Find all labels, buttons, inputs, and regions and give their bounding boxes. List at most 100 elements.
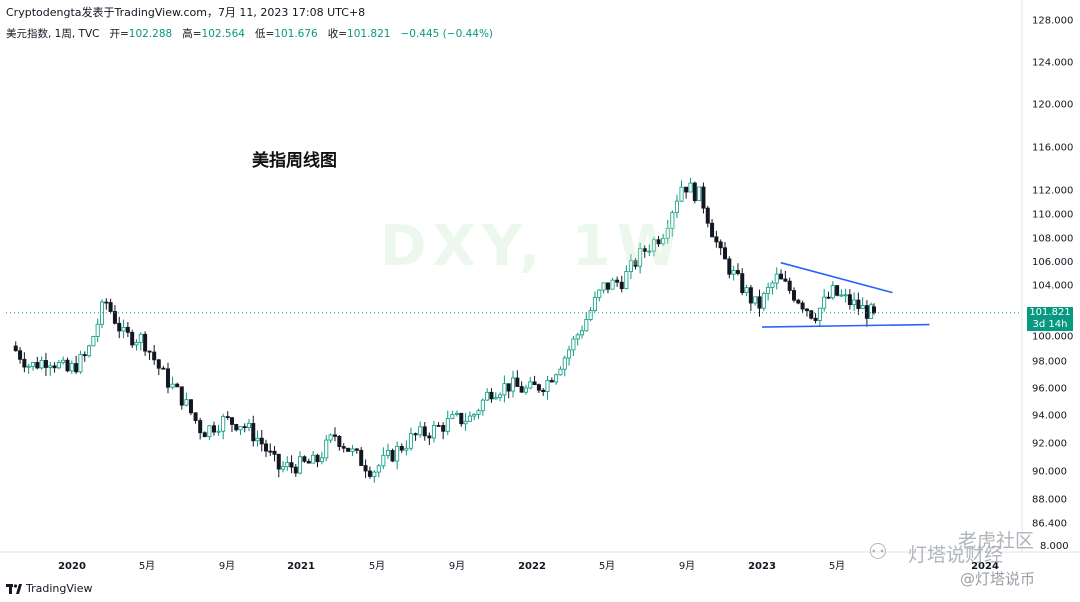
- candle-body: [65, 359, 70, 372]
- time-tick-label: 5月: [139, 560, 155, 572]
- candle-body: [757, 296, 762, 309]
- candle-body: [359, 449, 364, 466]
- candle-body: [480, 399, 485, 412]
- candle-body: [337, 435, 342, 447]
- candle-body: [179, 386, 184, 406]
- time-tick-label: 2024: [971, 561, 999, 572]
- candle-body: [298, 456, 303, 474]
- candle-body: [615, 279, 620, 283]
- candle-body: [207, 425, 212, 438]
- candle-body: [436, 425, 441, 427]
- price-tick-label: 8.000: [1040, 541, 1069, 552]
- candle-body: [796, 299, 801, 304]
- candle-body: [791, 290, 796, 301]
- time-axis[interactable]: 2020 5月 9月 2021 5月 9月 2022 5月 9月 2023 5月 2024: [58, 560, 999, 572]
- candle-body: [580, 330, 585, 336]
- price-axis[interactable]: 86.400 88.000 90.000 92.000 94.000 96.000 98.0…: [1032, 16, 1073, 553]
- wechat-icon: ⚇: [868, 540, 888, 565]
- price-tick-label: 88.000: [1032, 495, 1067, 506]
- candle-body: [22, 358, 27, 368]
- candle-body: [108, 302, 113, 312]
- candle-body: [779, 273, 784, 280]
- candle-body: [817, 307, 822, 321]
- candle-body: [431, 425, 436, 439]
- candle-body: [74, 363, 79, 373]
- candle-body: [692, 182, 697, 202]
- candle-body: [268, 450, 273, 453]
- candle-body: [193, 412, 198, 421]
- time-tick-label: 9月: [449, 560, 465, 572]
- candle-body: [350, 448, 355, 452]
- high-label: 高=: [182, 28, 202, 40]
- price-tick-label: 124.000: [1032, 58, 1073, 69]
- candle-body: [744, 287, 749, 294]
- candle-body: [216, 430, 221, 433]
- candle-body: [399, 446, 404, 451]
- candle-body: [184, 399, 189, 406]
- candle-body: [705, 207, 710, 224]
- candle-body: [87, 345, 92, 357]
- candle-body: [748, 287, 753, 304]
- candle-body: [82, 354, 87, 357]
- ohlc-legend: 美元指数, 1周, TVC 开=102.288 高=102.564 低=101.…: [6, 26, 493, 41]
- tradingview-logo[interactable]: TradingView: [6, 582, 92, 595]
- candle-body: [554, 374, 559, 383]
- candle-body: [571, 338, 576, 351]
- change-value: −0.445 (−0.44%): [400, 28, 494, 40]
- candle-body: [558, 368, 563, 376]
- candle-body: [264, 443, 269, 452]
- candle-body: [354, 448, 359, 451]
- price-tick-label: 116.000: [1032, 143, 1073, 154]
- candle-body: [229, 417, 234, 425]
- time-tick-label: 2021: [287, 561, 315, 572]
- candle-body: [506, 383, 511, 392]
- candle-body: [341, 446, 346, 449]
- candle-body: [822, 296, 827, 309]
- candle-body: [647, 250, 652, 253]
- open-value: 102.288: [128, 28, 173, 40]
- price-tick-label: 128.000: [1032, 16, 1073, 27]
- candle-body: [281, 466, 286, 470]
- candle-body: [311, 454, 316, 464]
- candle-body: [584, 318, 589, 332]
- candles: [13, 177, 877, 483]
- candle-body: [502, 383, 507, 396]
- wechat-line-1: 老虎社区: [958, 530, 1035, 552]
- candle-body: [188, 399, 193, 414]
- candle-body: [13, 345, 18, 352]
- candle-body: [170, 383, 175, 388]
- candle-body: [562, 357, 567, 370]
- candle-body: [476, 410, 481, 415]
- candle-body: [48, 365, 53, 368]
- candle-body: [549, 380, 554, 383]
- candle-body: [864, 305, 869, 319]
- candle-body: [498, 394, 503, 398]
- price-tick-label: 92.000: [1032, 439, 1067, 450]
- candle-body: [130, 331, 135, 346]
- candle-body: [467, 415, 472, 422]
- candle-body: [843, 294, 848, 297]
- candle-body: [588, 310, 593, 320]
- candle-body: [774, 273, 779, 284]
- candle-body: [346, 447, 351, 452]
- time-tick-label: 9月: [219, 560, 235, 572]
- candle-body: [665, 227, 670, 239]
- candle-body: [35, 362, 40, 369]
- candle-body: [601, 282, 606, 291]
- publish-info: Cryptodengta发表于TradingView.com，7月 11, 20…: [6, 6, 366, 19]
- time-tick-label: 9月: [679, 560, 695, 572]
- candle-body: [511, 377, 516, 392]
- candle-body: [597, 289, 602, 298]
- candle-body: [332, 434, 337, 437]
- plot-background: [0, 0, 1080, 553]
- candle-body: [134, 341, 139, 346]
- candle-body: [39, 360, 44, 369]
- candle-body: [26, 365, 31, 368]
- candle-body: [735, 270, 740, 274]
- candle-body: [783, 278, 788, 282]
- candle-body: [674, 200, 679, 213]
- candle-body: [541, 389, 546, 393]
- price-tick-label: 106.000: [1032, 257, 1073, 268]
